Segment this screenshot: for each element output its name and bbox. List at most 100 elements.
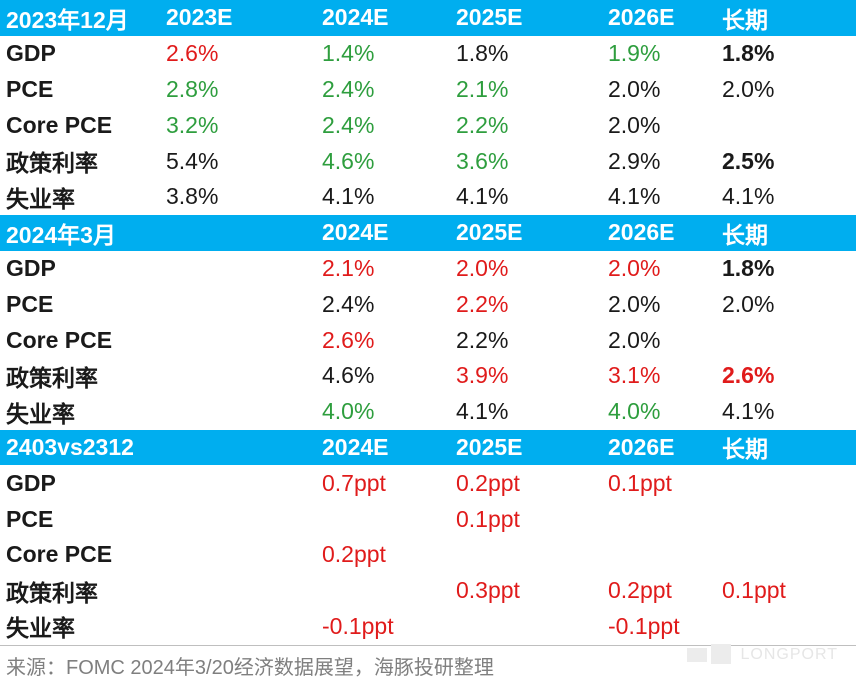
table-row: GDP 0.7ppt 0.2ppt 0.1ppt <box>0 465 856 501</box>
table-row: Core PCE 3.2% 2.4% 2.2% 2.0% <box>0 107 856 143</box>
value-cell: 2.2% <box>456 290 509 317</box>
value-cell <box>160 358 316 394</box>
watermark-text: LONGPORT <box>740 646 838 663</box>
table-row: 失业率 -0.1ppt -0.1ppt <box>0 609 856 645</box>
value-cell: 2.0% <box>456 254 509 281</box>
section-header-row: 2024年3月 2024E 2025E 2026E 长期 <box>0 214 856 251</box>
source-note: 来源：FOMC 2024年3/20经济数据展望，海豚投研整理 <box>0 645 856 685</box>
value-cell: 2.2% <box>456 326 509 353</box>
value-cell: 2.5% <box>722 147 775 174</box>
value-cell <box>716 322 856 358</box>
value-cell: 3.8% <box>166 183 219 210</box>
value-cell <box>160 537 316 573</box>
value-cell: -0.1ppt <box>322 612 394 639</box>
section-title: 2023年12月 <box>0 0 160 36</box>
value-cell: 2.0% <box>608 290 661 317</box>
value-cell: 2.1% <box>456 75 509 102</box>
watermark: LONGPORT <box>686 644 839 666</box>
table-row: 失业率 3.8% 4.1% 4.1% 4.1% 4.1% <box>0 179 856 215</box>
value-cell: 2.8% <box>166 75 219 102</box>
value-cell: 4.0% <box>608 398 661 425</box>
value-cell <box>160 465 316 501</box>
value-cell: 4.0% <box>322 398 375 425</box>
value-cell: 4.6% <box>322 362 375 389</box>
value-cell: 5.4% <box>166 147 219 174</box>
column-header: 2023E <box>160 0 316 36</box>
section-header-row: 2023年12月 2023E 2024E 2025E 2026E 长期 <box>0 0 856 36</box>
table-row: 政策利率 4.6% 3.9% 3.1% 2.6% <box>0 358 856 394</box>
value-cell: 4.1% <box>722 183 775 210</box>
value-cell: 2.6% <box>722 362 775 389</box>
row-label: 失业率 <box>6 185 75 212</box>
column-header: 2025E <box>450 0 602 36</box>
value-cell: 4.6% <box>322 147 375 174</box>
table-row: Core PCE 2.6% 2.2% 2.0% <box>0 322 856 358</box>
value-cell <box>716 537 856 573</box>
row-label: Core PCE <box>6 541 113 568</box>
row-label: GDP <box>6 469 56 496</box>
row-label: GDP <box>6 40 56 67</box>
value-cell: 1.4% <box>322 40 375 67</box>
longport-logo-icon <box>686 644 731 664</box>
section-title: 2403vs2312 <box>0 429 160 466</box>
value-cell: 4.1% <box>322 183 375 210</box>
value-cell: 3.1% <box>608 362 661 389</box>
value-cell <box>450 609 602 645</box>
column-header <box>160 429 316 466</box>
table-row: GDP 2.6% 1.4% 1.8% 1.9% 1.8% <box>0 36 856 72</box>
value-cell: -0.1ppt <box>608 612 680 639</box>
row-label: 政策利率 <box>6 579 98 606</box>
value-cell: 2.0% <box>722 290 775 317</box>
value-cell: 3.2% <box>166 111 219 138</box>
row-label: 政策利率 <box>6 364 98 391</box>
section-title: 2024年3月 <box>0 214 160 251</box>
value-cell <box>160 322 316 358</box>
table-row: PCE 2.4% 2.2% 2.0% 2.0% <box>0 286 856 322</box>
row-label: GDP <box>6 254 56 281</box>
value-cell: 4.1% <box>608 183 661 210</box>
value-cell: 2.2% <box>456 111 509 138</box>
value-cell: 2.4% <box>322 111 375 138</box>
value-cell: 1.8% <box>722 254 775 281</box>
column-header: 2024E <box>316 0 450 36</box>
value-cell <box>160 501 316 537</box>
value-cell: 2.6% <box>166 40 219 67</box>
value-cell: 2.4% <box>322 290 375 317</box>
table-row: 失业率 4.0% 4.1% 4.0% 4.1% <box>0 394 856 430</box>
row-label: 政策利率 <box>6 150 98 177</box>
value-cell: 0.2ppt <box>322 541 386 568</box>
table-row: PCE 0.1ppt <box>0 501 856 537</box>
value-cell <box>602 537 716 573</box>
column-header: 2026E <box>602 0 716 36</box>
value-cell: 0.3ppt <box>456 577 520 604</box>
value-cell <box>160 394 316 430</box>
value-cell: 2.4% <box>322 75 375 102</box>
value-cell <box>160 573 316 609</box>
column-header: 2025E <box>450 214 602 251</box>
value-cell <box>316 573 450 609</box>
value-cell: 2.6% <box>322 326 375 353</box>
value-cell: 3.9% <box>456 362 509 389</box>
row-label: PCE <box>6 75 54 102</box>
row-label: Core PCE <box>6 326 113 353</box>
value-cell: 4.1% <box>456 183 509 210</box>
row-label: 失业率 <box>6 400 75 427</box>
value-cell <box>716 501 856 537</box>
fomc-projection-table: 2023年12月 2023E 2024E 2025E 2026E 长期 GDP 2.6% 1.4… <box>0 0 856 645</box>
column-header: 长期 <box>716 0 856 36</box>
value-cell <box>716 107 856 143</box>
row-label: 失业率 <box>6 615 75 642</box>
value-cell: 2.1% <box>322 254 375 281</box>
value-cell: 0.1ppt <box>456 505 520 532</box>
table-row: PCE 2.8% 2.4% 2.1% 2.0% 2.0% <box>0 72 856 108</box>
value-cell: 2.9% <box>608 147 661 174</box>
column-header: 长期 <box>716 214 856 251</box>
value-cell: 3.6% <box>456 147 509 174</box>
column-header: 2026E <box>602 214 716 251</box>
table-row: Core PCE 0.2ppt <box>0 537 856 573</box>
value-cell: 2.0% <box>608 326 661 353</box>
value-cell <box>160 251 316 287</box>
column-header: 长期 <box>716 429 856 466</box>
value-cell: 0.1ppt <box>722 577 786 604</box>
value-cell <box>160 609 316 645</box>
